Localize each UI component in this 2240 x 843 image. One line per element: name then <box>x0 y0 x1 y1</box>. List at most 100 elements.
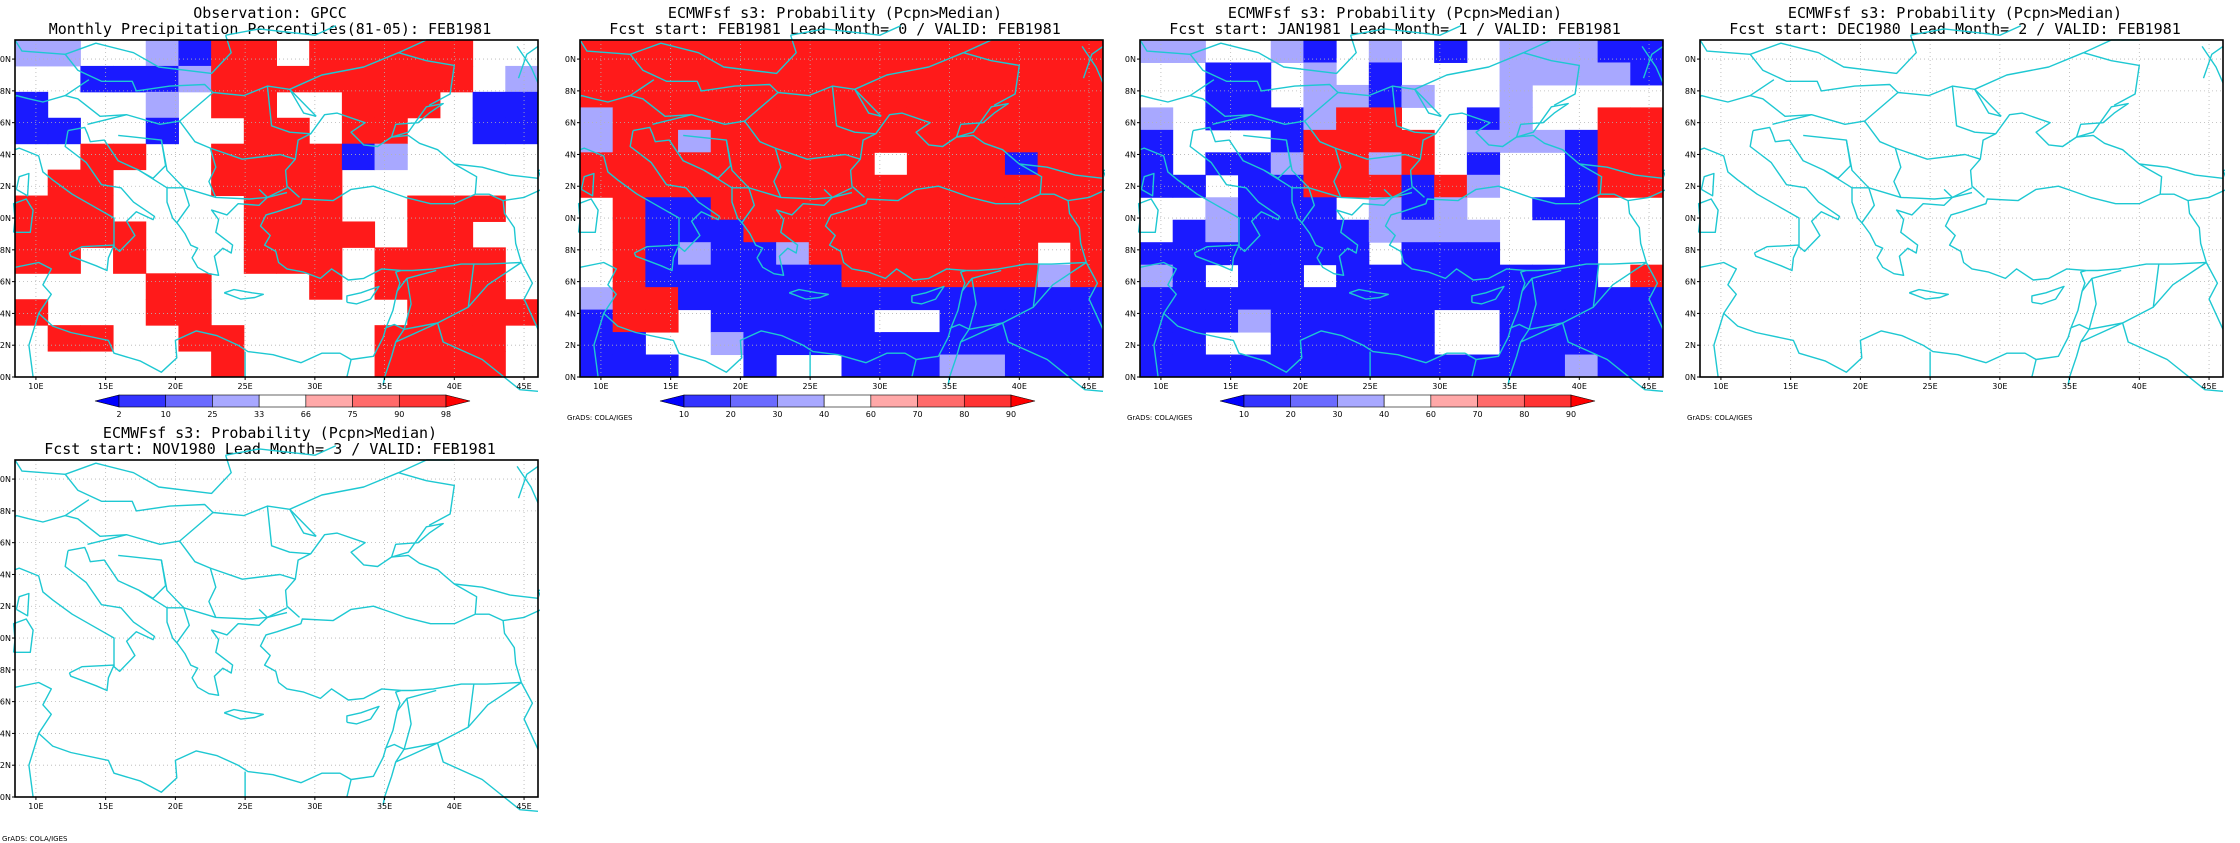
grid-cell <box>374 117 408 145</box>
lat-tick-label: 44N <box>1125 150 1136 159</box>
grid-cell <box>374 91 408 119</box>
coastline <box>1308 187 1393 200</box>
grid-cell <box>841 174 875 198</box>
grid-cell <box>439 40 474 67</box>
grid-cell <box>874 354 908 378</box>
grid-cell <box>113 65 147 93</box>
coastline <box>788 288 829 300</box>
grid-cell <box>1303 287 1337 311</box>
coastline <box>2070 322 2123 343</box>
coastline <box>2121 322 2224 392</box>
grid-cell <box>178 325 212 352</box>
grid-cell <box>243 40 277 67</box>
lon-tick-label: 25E <box>803 382 818 391</box>
grid-cell <box>1303 84 1337 108</box>
coastline <box>1085 262 1104 330</box>
grid-cell <box>47 247 81 274</box>
grid-cell <box>906 332 941 356</box>
coastline <box>1561 322 1664 392</box>
lon-tick-label: 45E <box>516 382 531 391</box>
coastline <box>744 120 782 198</box>
coastline <box>28 499 90 523</box>
grid-cell <box>1004 332 1039 356</box>
lat-tick-label: 32N <box>0 341 11 350</box>
grid-cell <box>972 242 1006 266</box>
grid-cell <box>1037 107 1071 131</box>
grid-cell <box>439 221 474 248</box>
coastline <box>950 322 1003 343</box>
grid-cell <box>341 221 376 248</box>
colorbar-cap-right <box>1010 394 1036 408</box>
grid-cell <box>939 40 973 63</box>
lon-tick-label: 15E <box>98 802 113 811</box>
coastline <box>118 554 185 609</box>
grid-cell <box>612 242 646 266</box>
coastline <box>68 244 115 272</box>
coastline <box>1304 120 1342 198</box>
lat-tick-label: 42N <box>565 182 576 191</box>
coastline <box>1292 187 1315 224</box>
grid-cell <box>1270 332 1304 356</box>
grid-cell <box>580 332 614 356</box>
colorbar-bin <box>823 394 872 408</box>
grid-cell <box>612 174 646 198</box>
lat-tick-label: 30N <box>1685 373 1696 382</box>
coastline <box>289 472 455 537</box>
colorbar-bin <box>212 394 260 408</box>
colorbar-bin <box>917 394 965 408</box>
grid-cell <box>939 62 973 86</box>
grid-cell <box>841 40 875 63</box>
gridlines <box>1140 40 1663 378</box>
grid-cell <box>1597 129 1631 153</box>
coastline <box>467 261 522 308</box>
grid-cell <box>1238 62 1272 86</box>
grid-cell <box>1499 107 1533 131</box>
colorbar-label: 60 <box>866 410 876 419</box>
grid-cell <box>612 40 646 63</box>
lat-tick-label: 42N <box>1685 182 1696 191</box>
colorbar-bin <box>305 394 353 408</box>
grid-cell <box>612 219 646 243</box>
map-ecmwf-lead3: 10E 15E 20E 25E 30E 35E 40E 45E 30N 32N 34N 36N 38N 4… <box>0 445 540 812</box>
grid-cell <box>841 242 875 266</box>
grid-cell <box>939 197 973 221</box>
grid-cell <box>47 117 81 145</box>
coastline <box>1944 185 2161 281</box>
grid-cell <box>743 287 777 311</box>
grid-cell <box>743 309 777 333</box>
grid-cell <box>1070 152 1104 176</box>
colorbar-label: 30 <box>1332 410 1342 419</box>
grid-cell <box>1630 152 1664 176</box>
grid-cell <box>1401 309 1435 333</box>
grid-cell <box>15 117 49 145</box>
coastline <box>436 322 539 392</box>
grid-cell <box>1564 40 1599 63</box>
coastline <box>775 147 861 160</box>
coastline <box>1579 163 1664 179</box>
colorbar: 10 20 30 40 60 70 80 90 <box>1219 394 1596 419</box>
grid-cell <box>1238 242 1272 266</box>
coastline <box>1526 261 1647 272</box>
lon-tick-label: 35E <box>1502 382 1517 391</box>
lon-tick-label: 20E <box>168 802 183 811</box>
grid-cell <box>243 247 277 274</box>
colorbar-bin <box>398 394 447 408</box>
grid-cell <box>1532 197 1566 221</box>
coastline <box>1139 39 1191 55</box>
coastlines <box>1697 25 2225 392</box>
lon-tick-label: 30E <box>1992 382 2007 391</box>
coastline <box>683 134 750 189</box>
grid-cell <box>1172 332 1206 356</box>
coastline <box>517 45 539 79</box>
grid-cell <box>1270 354 1304 378</box>
grid-cell <box>1004 197 1039 221</box>
coastline <box>1699 130 1841 253</box>
colorbar-label: 60 <box>1426 410 1436 419</box>
grid-cell <box>309 65 343 93</box>
lon-tick-label: 40E <box>1012 382 1027 391</box>
grid-cell <box>439 195 474 222</box>
grid-cell <box>1037 84 1071 108</box>
grid-cell <box>1303 309 1337 333</box>
coastline <box>732 187 755 224</box>
grid-cell <box>145 273 179 300</box>
